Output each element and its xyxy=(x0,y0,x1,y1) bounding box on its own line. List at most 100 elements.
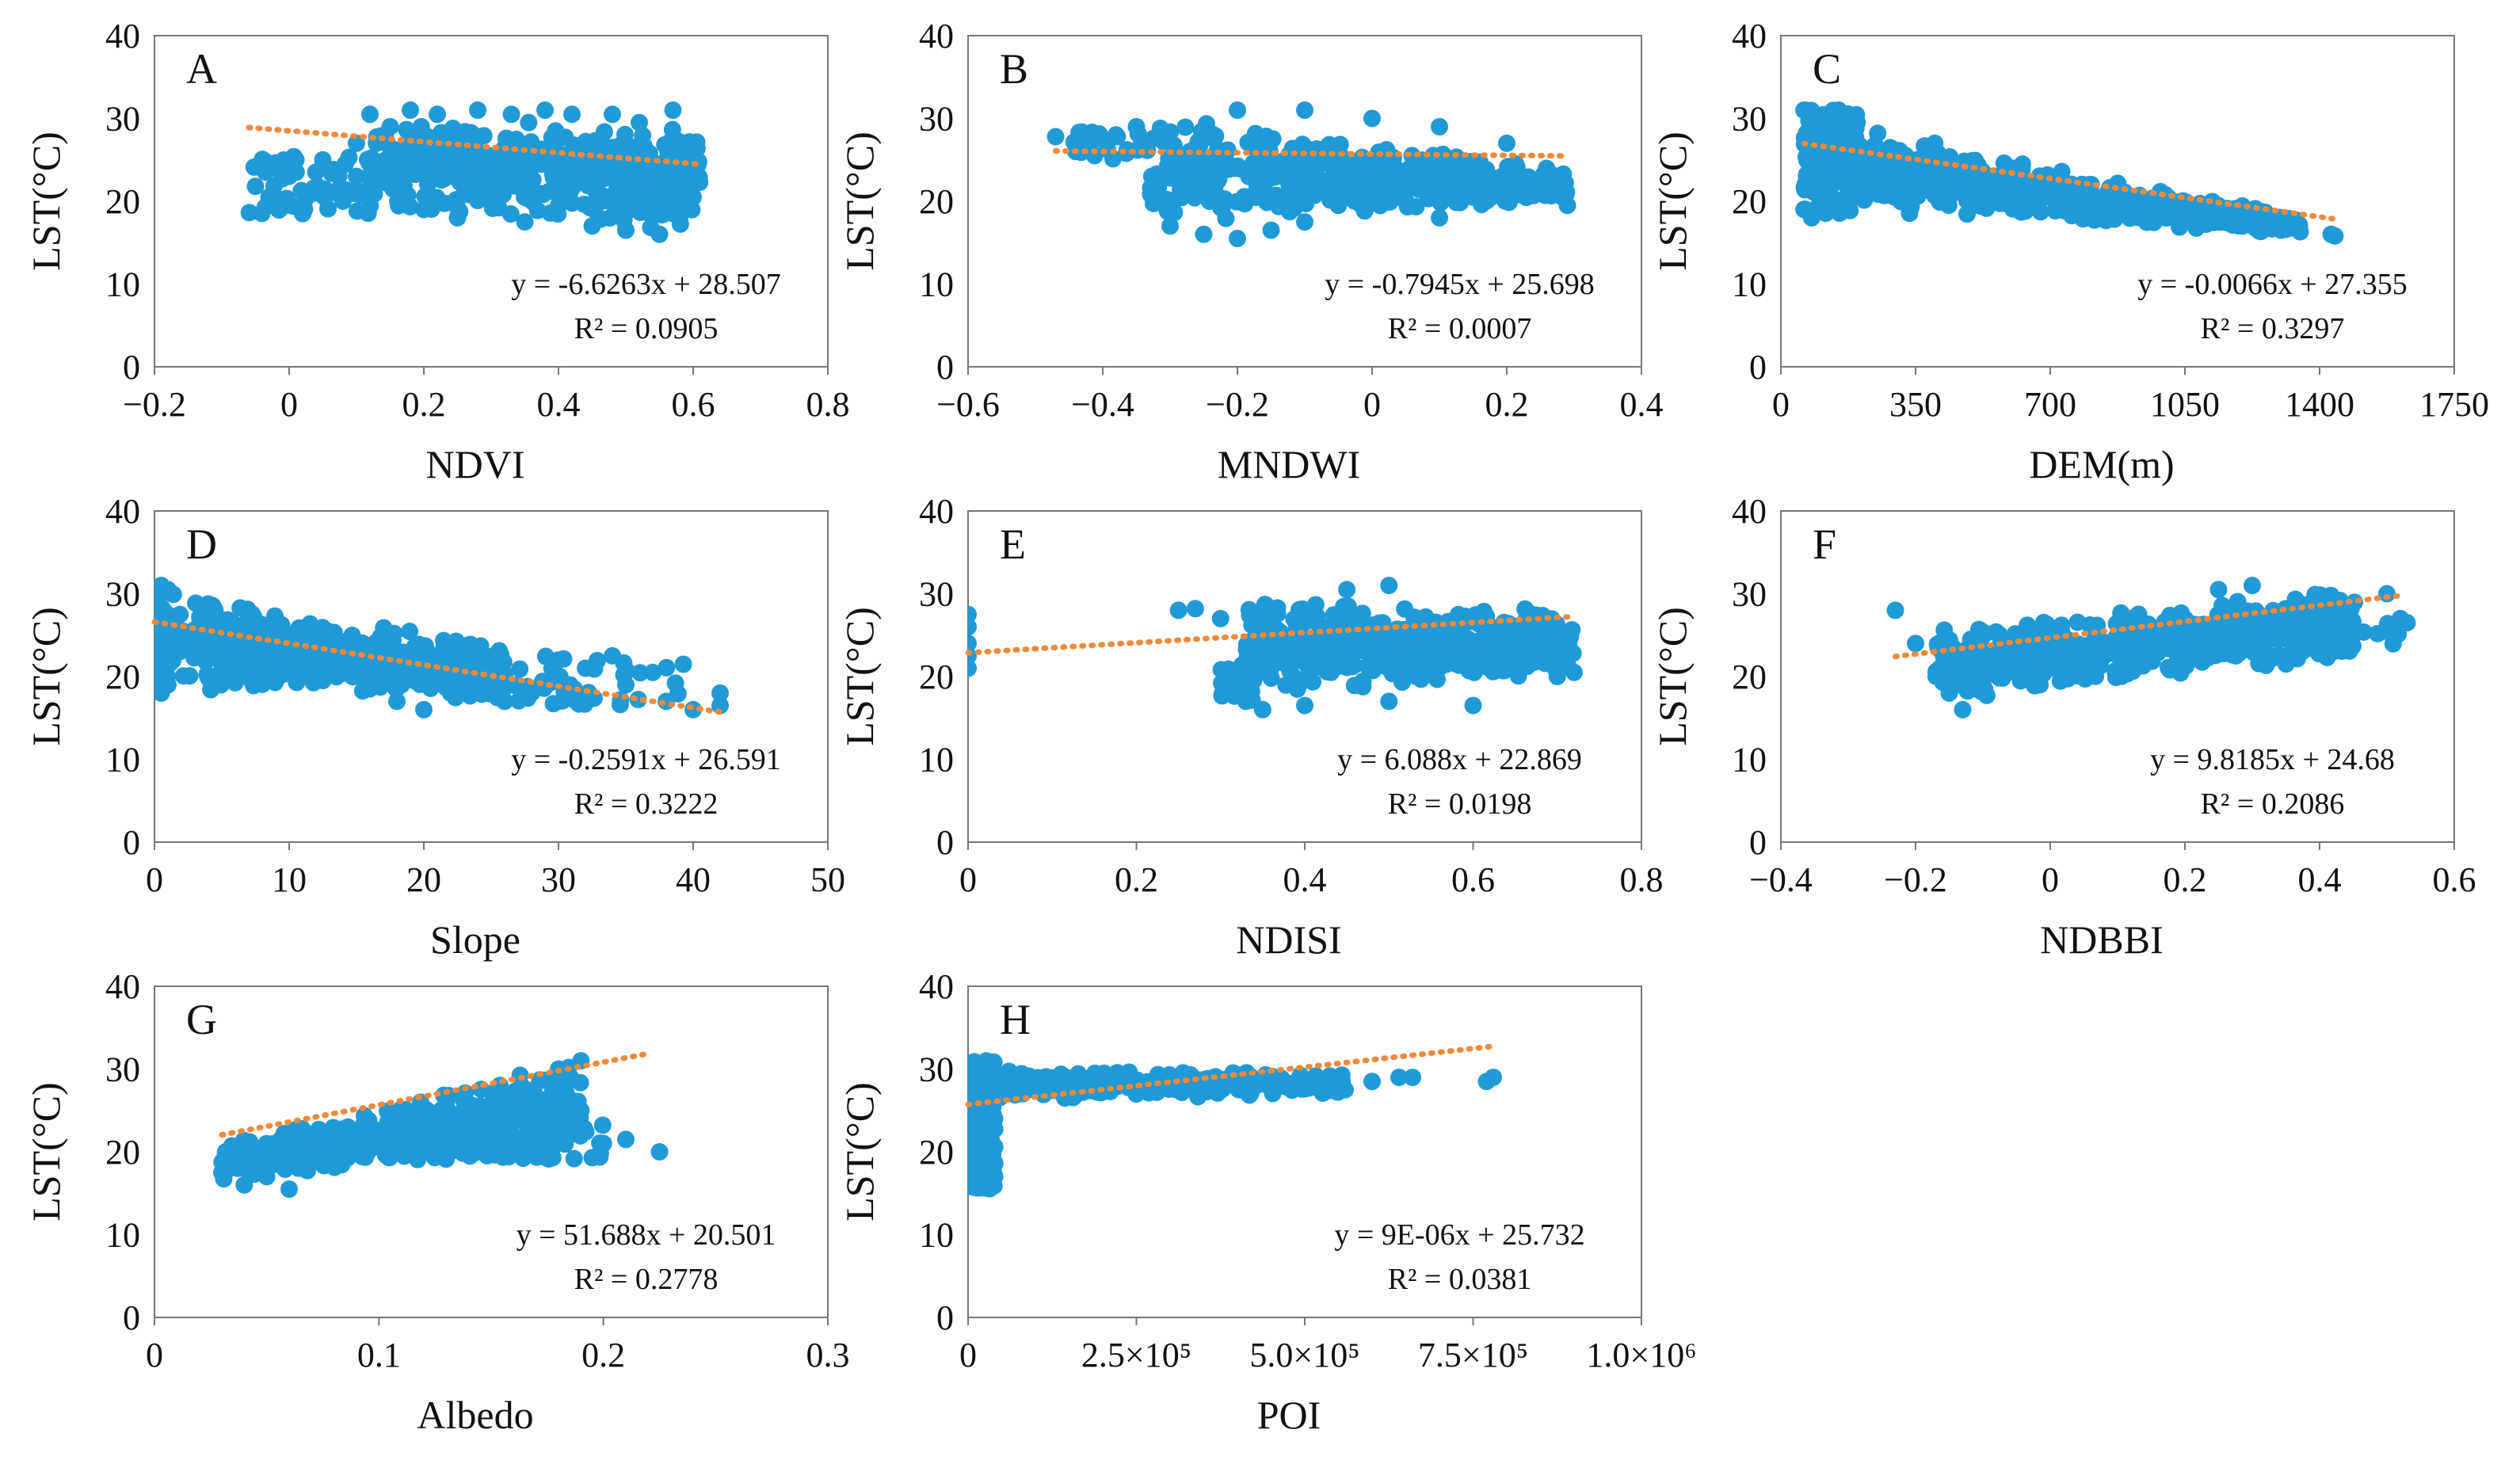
data-point xyxy=(2324,642,2342,661)
x-tick-label: 0.4 xyxy=(2298,860,2342,899)
data-point xyxy=(671,208,688,227)
data-point xyxy=(1024,1070,1043,1088)
data-point xyxy=(448,208,467,227)
data-point xyxy=(1498,180,1515,198)
data-point xyxy=(2222,607,2240,625)
data-point xyxy=(2179,212,2198,230)
y-tick-label: 30 xyxy=(919,1050,954,1089)
x-tick-label: 1400 xyxy=(2285,385,2354,424)
data-point xyxy=(583,217,601,235)
data-point xyxy=(1558,196,1576,215)
x-axis-label: DEM(m) xyxy=(2029,442,2174,486)
data-point xyxy=(501,1118,520,1136)
y-tick-label: 0 xyxy=(936,823,954,862)
data-point xyxy=(1531,176,1550,194)
data-point xyxy=(2151,620,2169,639)
data-point xyxy=(1176,118,1195,136)
data-point xyxy=(448,126,467,144)
x-tick-label: 40 xyxy=(676,860,711,899)
y-tick-label: 20 xyxy=(105,1133,140,1172)
data-point xyxy=(617,676,635,694)
data-point xyxy=(1973,172,1991,190)
y-tick-label: 40 xyxy=(1732,17,1767,55)
data-point xyxy=(486,1113,504,1131)
data-point xyxy=(1287,170,1305,189)
data-point xyxy=(1213,687,1231,705)
regression-equation: y = -0.7945x + 25.698 xyxy=(1325,268,1595,301)
panel-label: G xyxy=(186,996,217,1043)
data-point xyxy=(1364,661,1382,680)
data-point xyxy=(1940,684,1958,702)
data-point xyxy=(1262,1073,1280,1091)
data-point xyxy=(563,105,581,124)
data-point xyxy=(1958,205,1977,223)
data-point xyxy=(2083,199,2102,217)
data-point xyxy=(652,189,670,207)
data-point xyxy=(1938,174,1956,193)
data-point xyxy=(516,213,534,231)
data-point xyxy=(2177,657,2195,675)
data-point xyxy=(1520,604,1538,623)
data-point xyxy=(2277,625,2295,643)
data-point xyxy=(231,599,250,617)
data-point xyxy=(2046,202,2064,220)
data-point xyxy=(631,664,650,682)
data-point xyxy=(554,1077,572,1095)
trend-line xyxy=(246,124,703,167)
x-tick-label: 0.6 xyxy=(672,385,715,424)
data-point xyxy=(1296,213,1313,231)
x-tick-label: 0 xyxy=(959,860,977,899)
y-tick-label: 10 xyxy=(919,1216,954,1255)
data-point xyxy=(326,634,344,652)
panel-label: H xyxy=(1000,996,1031,1043)
trend-line xyxy=(1893,593,2404,660)
data-point xyxy=(2225,204,2244,223)
data-point xyxy=(1151,119,1169,137)
scatter-points xyxy=(240,101,709,243)
data-point xyxy=(1108,1064,1127,1082)
scatter-points xyxy=(154,577,729,719)
x-tick-label: 1.0×10⁶ xyxy=(1586,1336,1696,1374)
data-point xyxy=(635,137,653,155)
data-point xyxy=(711,684,729,702)
data-point xyxy=(2069,656,2087,674)
x-tick-label: 0 xyxy=(959,1336,977,1374)
data-point xyxy=(505,1138,523,1157)
x-tick-label: 0.6 xyxy=(2433,860,2476,899)
data-point xyxy=(181,667,199,685)
data-point xyxy=(664,174,682,193)
data-point xyxy=(2164,623,2183,641)
data-point xyxy=(415,200,433,219)
data-point xyxy=(1431,117,1448,135)
data-point xyxy=(2021,623,2039,641)
data-point xyxy=(2028,194,2046,212)
data-point xyxy=(1464,696,1482,715)
data-point xyxy=(348,202,366,220)
data-point xyxy=(2181,634,2199,652)
x-tick-label: 0 xyxy=(1772,385,1790,424)
x-axis-label: POI xyxy=(1257,1393,1321,1437)
y-tick-label: 20 xyxy=(919,1133,954,1172)
data-point xyxy=(572,1101,590,1119)
y-tick-label: 40 xyxy=(105,967,140,1006)
data-point xyxy=(381,117,399,135)
data-point xyxy=(1366,163,1384,181)
y-tick-label: 10 xyxy=(1732,265,1767,304)
data-point xyxy=(1380,692,1398,711)
data-point xyxy=(1183,161,1201,179)
data-point xyxy=(968,618,977,636)
data-point xyxy=(1485,1068,1502,1086)
data-point xyxy=(415,143,433,161)
data-point xyxy=(629,691,647,709)
data-point xyxy=(415,700,433,719)
data-point xyxy=(489,1088,507,1106)
r-squared: R² = 0.0381 xyxy=(1388,1263,1532,1296)
data-point xyxy=(1207,127,1225,145)
data-point xyxy=(1264,607,1283,625)
data-point xyxy=(1802,208,1820,227)
data-point xyxy=(1431,208,1448,227)
data-point xyxy=(1359,631,1378,650)
data-point xyxy=(1404,657,1422,675)
x-tick-label: −0.6 xyxy=(936,385,1000,424)
